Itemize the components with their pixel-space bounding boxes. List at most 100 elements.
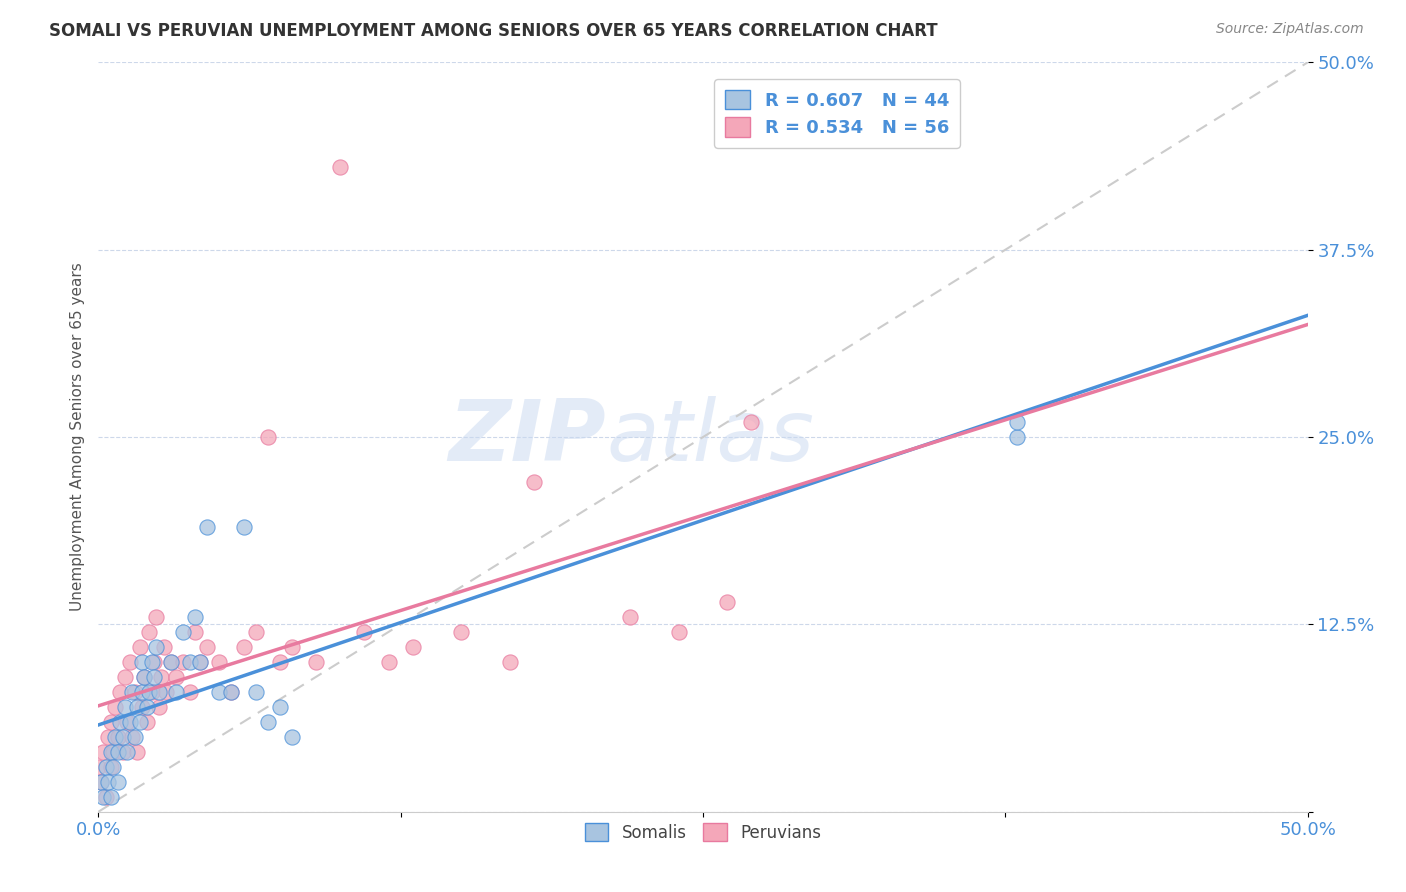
Point — [97, 774, 120, 789]
Point — [135, 714, 157, 729]
Point — [117, 745, 139, 759]
Point — [179, 685, 201, 699]
Point — [117, 714, 139, 729]
Text: SOMALI VS PERUVIAN UNEMPLOYMENT AMONG SENIORS OVER 65 YEARS CORRELATION CHART: SOMALI VS PERUVIAN UNEMPLOYMENT AMONG SE… — [49, 22, 938, 40]
Point — [184, 610, 207, 624]
Point — [121, 685, 143, 699]
Point — [90, 774, 112, 789]
Point — [165, 685, 187, 699]
Point — [208, 685, 231, 699]
Point — [138, 624, 160, 639]
Point — [150, 670, 173, 684]
Point — [245, 624, 267, 639]
Point — [668, 624, 690, 639]
Point — [195, 640, 218, 654]
Point — [90, 774, 112, 789]
Point — [143, 670, 166, 684]
Point — [498, 655, 520, 669]
Point — [1007, 415, 1029, 429]
Point — [131, 655, 153, 669]
Point — [172, 624, 194, 639]
Point — [232, 520, 254, 534]
Point — [450, 624, 472, 639]
Point — [329, 161, 352, 175]
Point — [100, 760, 122, 774]
Point — [145, 640, 167, 654]
Point — [188, 655, 211, 669]
Point — [100, 714, 122, 729]
Point — [108, 685, 131, 699]
Point — [195, 520, 218, 534]
Point — [402, 640, 425, 654]
Point — [221, 685, 243, 699]
Point — [111, 730, 134, 744]
Point — [111, 745, 134, 759]
Point — [107, 774, 129, 789]
Text: atlas: atlas — [606, 395, 814, 479]
Point — [114, 699, 136, 714]
Point — [160, 655, 183, 669]
Point — [87, 760, 110, 774]
Point — [148, 685, 170, 699]
Point — [188, 655, 211, 669]
Point — [108, 714, 131, 729]
Point — [135, 699, 157, 714]
Point — [256, 714, 278, 729]
Point — [740, 415, 762, 429]
Point — [118, 655, 141, 669]
Point — [94, 760, 117, 774]
Point — [184, 624, 207, 639]
Point — [131, 685, 153, 699]
Point — [114, 670, 136, 684]
Point — [124, 730, 146, 744]
Point — [127, 699, 149, 714]
Point — [232, 640, 254, 654]
Point — [101, 760, 124, 774]
Point — [148, 699, 170, 714]
Point — [134, 670, 156, 684]
Point — [152, 640, 174, 654]
Point — [100, 789, 122, 804]
Point — [128, 640, 150, 654]
Point — [221, 685, 243, 699]
Point — [91, 745, 114, 759]
Point — [104, 699, 127, 714]
Point — [353, 624, 375, 639]
Point — [118, 714, 141, 729]
Point — [160, 655, 183, 669]
Point — [269, 655, 291, 669]
Point — [305, 655, 328, 669]
Point — [1007, 430, 1029, 444]
Point — [143, 655, 166, 669]
Point — [138, 685, 160, 699]
Point — [256, 430, 278, 444]
Point — [523, 475, 546, 489]
Point — [245, 685, 267, 699]
Point — [124, 685, 146, 699]
Point — [107, 730, 129, 744]
Point — [141, 655, 163, 669]
Point — [619, 610, 641, 624]
Point — [165, 670, 187, 684]
Point — [155, 685, 177, 699]
Legend: Somalis, Peruvians: Somalis, Peruvians — [578, 816, 828, 848]
Point — [104, 730, 127, 744]
Point — [101, 745, 124, 759]
Point — [281, 640, 304, 654]
Point — [145, 610, 167, 624]
Point — [127, 745, 149, 759]
Point — [131, 699, 153, 714]
Point — [172, 655, 194, 669]
Point — [281, 730, 304, 744]
Point — [100, 745, 122, 759]
Point — [141, 685, 163, 699]
Point — [179, 655, 201, 669]
Point — [269, 699, 291, 714]
Point — [94, 789, 117, 804]
Point — [134, 670, 156, 684]
Point — [208, 655, 231, 669]
Point — [91, 789, 114, 804]
Y-axis label: Unemployment Among Seniors over 65 years: Unemployment Among Seniors over 65 years — [69, 263, 84, 611]
Point — [716, 595, 738, 609]
Point — [121, 730, 143, 744]
